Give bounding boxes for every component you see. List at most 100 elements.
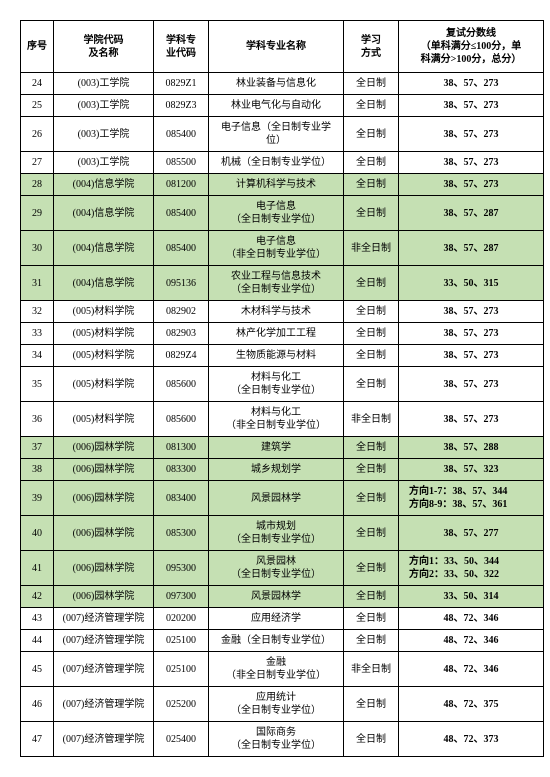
cell-seq: 43 (21, 608, 54, 630)
cell-school: (005)材料学院 (54, 323, 154, 345)
cell-score: 38、57、273 (399, 174, 544, 196)
table-row: 37(006)园林学院081300建筑学全日制38、57、288 (21, 437, 544, 459)
table-row: 46(007)经济管理学院025200应用统计（全日制专业学位）全日制48、72… (21, 687, 544, 722)
cell-score: 方向1-7：38、57、344方向8-9：38、57、361 (399, 481, 544, 516)
table-row: 30(004)信息学院085400电子信息（非全日制专业学位）非全日制38、57… (21, 231, 544, 266)
cell-seq: 37 (21, 437, 54, 459)
header-score: 复试分数线（单科满分≤100分，单科满分>100分，总分） (399, 21, 544, 73)
cell-score: 方向1：33、50、344方向2：33、50、322 (399, 551, 544, 586)
cell-major: 计算机科学与技术 (209, 174, 344, 196)
cell-code: 085400 (154, 196, 209, 231)
header-seq: 序号 (21, 21, 54, 73)
table-body: 24(003)工学院0829Z1林业装备与信息化全日制38、57、27325(0… (21, 73, 544, 757)
cell-major: 电子信息（非全日制专业学位） (209, 231, 344, 266)
table-row: 26(003)工学院085400电子信息（全日制专业学位）全日制38、57、27… (21, 117, 544, 152)
cell-mode: 全日制 (344, 608, 399, 630)
cell-mode: 全日制 (344, 73, 399, 95)
cell-mode: 非全日制 (344, 402, 399, 437)
cell-code: 095300 (154, 551, 209, 586)
cell-code: 025100 (154, 630, 209, 652)
table-row: 41(006)园林学院095300风景园林（全日制专业学位）全日制方向1：33、… (21, 551, 544, 586)
cell-code: 085300 (154, 516, 209, 551)
cell-school: (004)信息学院 (54, 266, 154, 301)
cell-school: (006)园林学院 (54, 437, 154, 459)
cell-mode: 全日制 (344, 174, 399, 196)
cell-seq: 24 (21, 73, 54, 95)
cell-major: 风景园林学 (209, 481, 344, 516)
cell-major: 应用经济学 (209, 608, 344, 630)
cell-major: 电子信息（全日制专业学位） (209, 196, 344, 231)
cell-mode: 非全日制 (344, 652, 399, 687)
cell-major: 风景园林（全日制专业学位） (209, 551, 344, 586)
cell-seq: 40 (21, 516, 54, 551)
cell-code: 081200 (154, 174, 209, 196)
cell-major: 风景园林学 (209, 586, 344, 608)
cell-code: 085500 (154, 152, 209, 174)
table-row: 38(006)园林学院083300城乡规划学全日制38、57、323 (21, 459, 544, 481)
cell-seq: 42 (21, 586, 54, 608)
cell-code: 0829Z4 (154, 345, 209, 367)
cell-seq: 27 (21, 152, 54, 174)
cell-score: 38、57、273 (399, 301, 544, 323)
cell-mode: 全日制 (344, 196, 399, 231)
cell-score: 38、57、273 (399, 95, 544, 117)
cell-mode: 全日制 (344, 323, 399, 345)
cell-seq: 35 (21, 367, 54, 402)
cell-school: (003)工学院 (54, 117, 154, 152)
cell-code: 081300 (154, 437, 209, 459)
table-row: 28(004)信息学院081200计算机科学与技术全日制38、57、273 (21, 174, 544, 196)
cell-school: (006)园林学院 (54, 481, 154, 516)
cell-score: 38、57、287 (399, 196, 544, 231)
cell-seq: 33 (21, 323, 54, 345)
cell-seq: 31 (21, 266, 54, 301)
cell-mode: 全日制 (344, 481, 399, 516)
cell-mode: 全日制 (344, 266, 399, 301)
cell-mode: 全日制 (344, 459, 399, 481)
cell-school: (006)园林学院 (54, 551, 154, 586)
table-row: 44(007)经济管理学院025100金融（全日制专业学位）全日制48、72、3… (21, 630, 544, 652)
cell-school: (006)园林学院 (54, 586, 154, 608)
cell-score: 48、72、346 (399, 608, 544, 630)
cell-score: 48、72、346 (399, 630, 544, 652)
cell-code: 020200 (154, 608, 209, 630)
cell-code: 097300 (154, 586, 209, 608)
cell-school: (005)材料学院 (54, 402, 154, 437)
cell-score: 38、57、273 (399, 345, 544, 367)
score-table: 序号 学院代码及名称 学科专业代码 学科专业名称 学习方式 复试分数线（单科满分… (20, 20, 544, 757)
cell-score: 33、50、315 (399, 266, 544, 301)
cell-major: 金融（全日制专业学位） (209, 630, 344, 652)
cell-school: (007)经济管理学院 (54, 652, 154, 687)
cell-school: (007)经济管理学院 (54, 687, 154, 722)
cell-seq: 29 (21, 196, 54, 231)
cell-score: 38、57、273 (399, 402, 544, 437)
cell-code: 082902 (154, 301, 209, 323)
cell-code: 085400 (154, 117, 209, 152)
cell-mode: 全日制 (344, 301, 399, 323)
cell-mode: 全日制 (344, 586, 399, 608)
cell-code: 083300 (154, 459, 209, 481)
header-code: 学科专业代码 (154, 21, 209, 73)
table-row: 42(006)园林学院097300风景园林学全日制33、50、314 (21, 586, 544, 608)
cell-mode: 全日制 (344, 345, 399, 367)
cell-major: 应用统计（全日制专业学位） (209, 687, 344, 722)
cell-score: 38、57、287 (399, 231, 544, 266)
cell-school: (003)工学院 (54, 73, 154, 95)
cell-mode: 全日制 (344, 551, 399, 586)
cell-score: 33、50、314 (399, 586, 544, 608)
table-row: 47(007)经济管理学院025400国际商务（全日制专业学位）全日制48、72… (21, 722, 544, 757)
header-row: 序号 学院代码及名称 学科专业代码 学科专业名称 学习方式 复试分数线（单科满分… (21, 21, 544, 73)
cell-school: (007)经济管理学院 (54, 722, 154, 757)
cell-code: 095136 (154, 266, 209, 301)
cell-school: (006)园林学院 (54, 459, 154, 481)
cell-seq: 26 (21, 117, 54, 152)
table-row: 39(006)园林学院083400风景园林学全日制方向1-7：38、57、344… (21, 481, 544, 516)
cell-code: 082903 (154, 323, 209, 345)
cell-seq: 46 (21, 687, 54, 722)
cell-seq: 30 (21, 231, 54, 266)
cell-score: 38、57、277 (399, 516, 544, 551)
cell-school: (007)经济管理学院 (54, 630, 154, 652)
cell-major: 木材科学与技术 (209, 301, 344, 323)
cell-major: 材料与化工（全日制专业学位） (209, 367, 344, 402)
header-mode: 学习方式 (344, 21, 399, 73)
cell-school: (003)工学院 (54, 152, 154, 174)
